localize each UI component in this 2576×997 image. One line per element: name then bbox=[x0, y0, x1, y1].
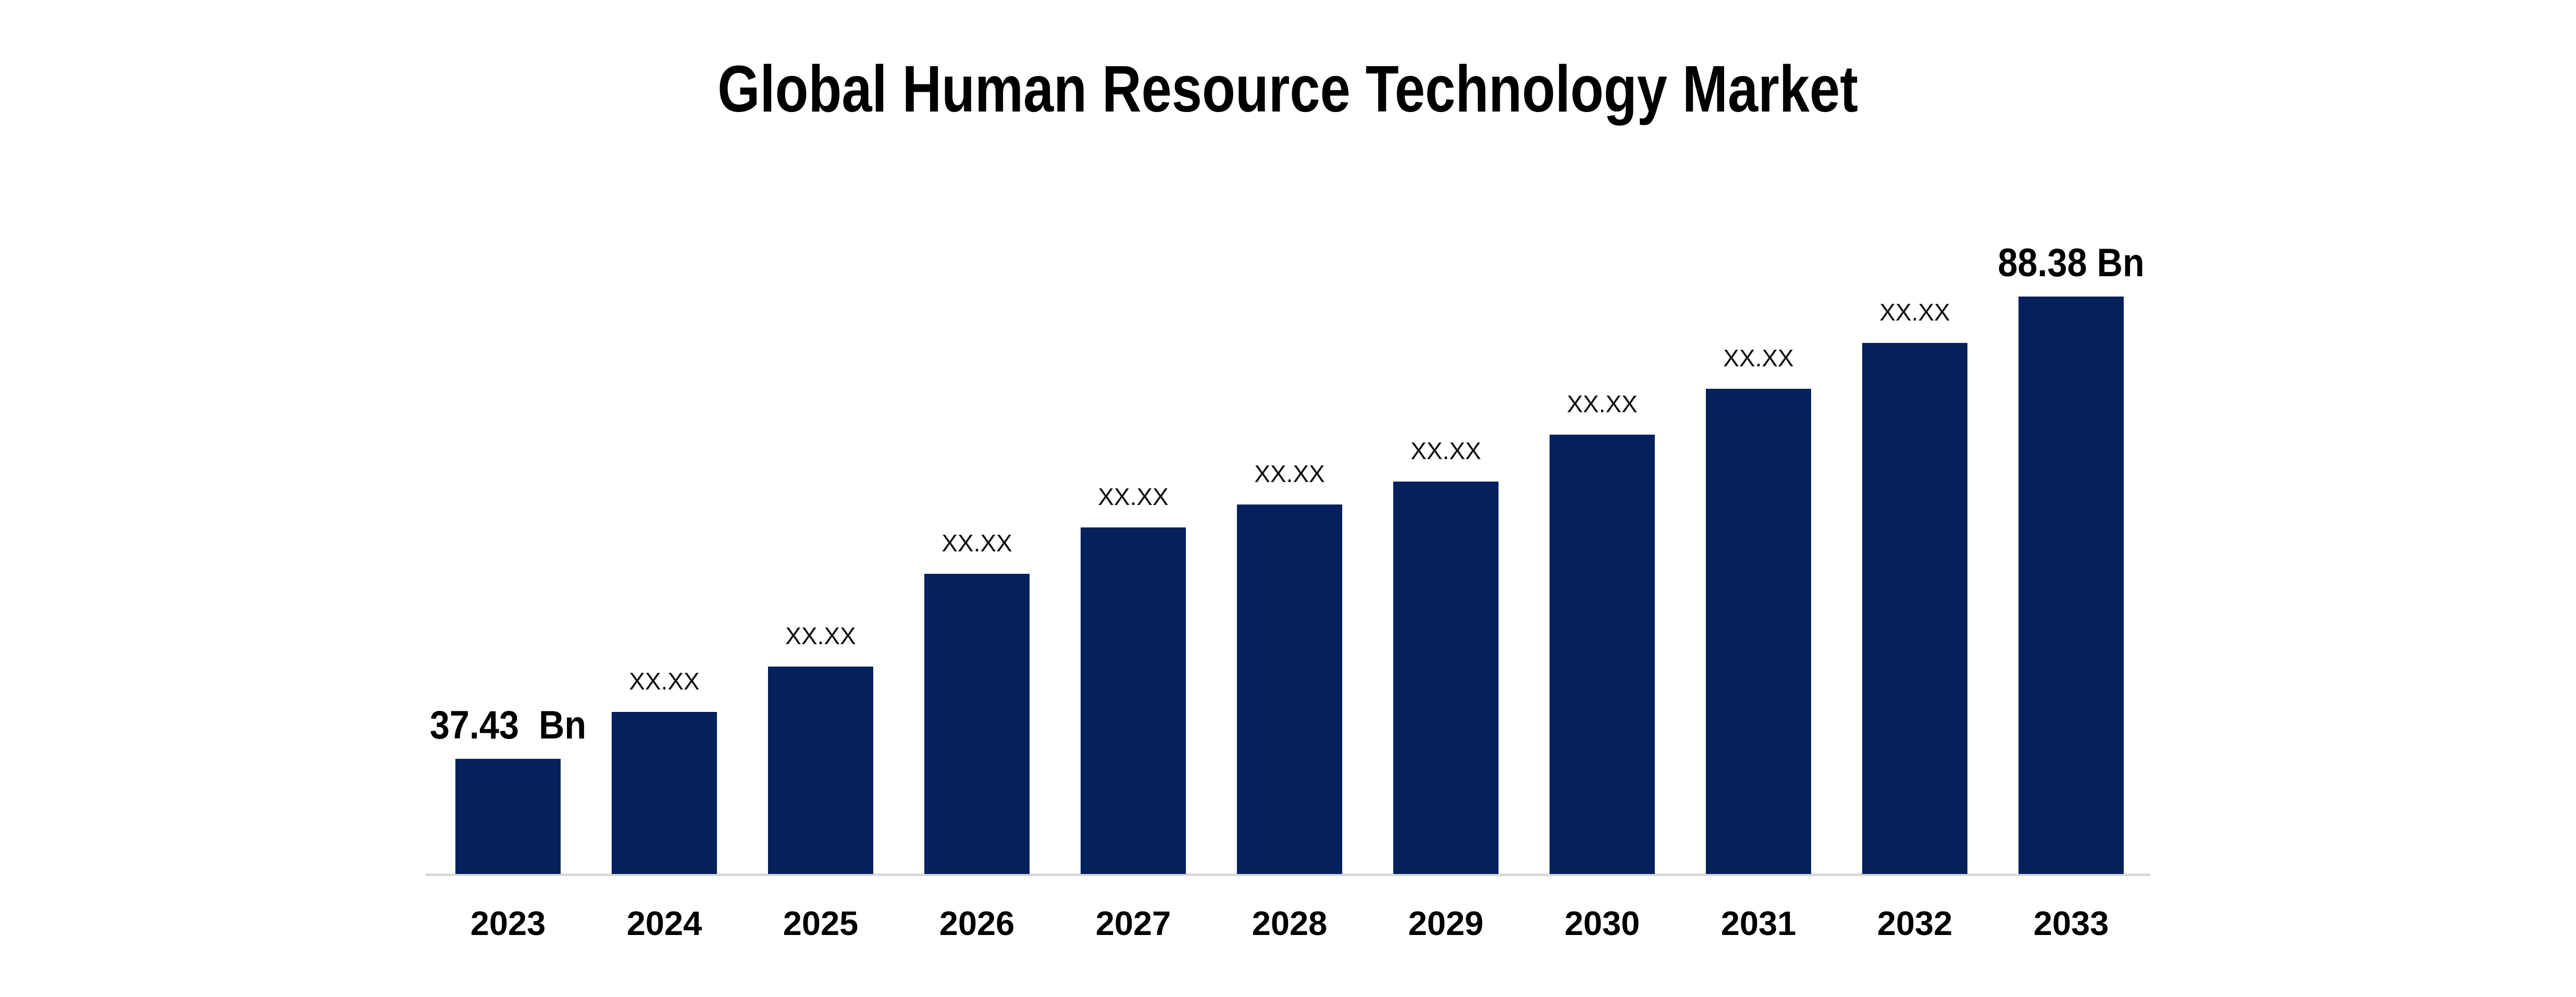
bar-2024 bbox=[612, 712, 717, 874]
x-axis-tick-label-2029: 2029 bbox=[1408, 904, 1484, 942]
bar-2033 bbox=[2018, 297, 2124, 874]
bar-value-label-2023: 37.43 Bn bbox=[429, 703, 587, 747]
x-axis-tick-label-2027: 2027 bbox=[1095, 904, 1171, 942]
bar-2028 bbox=[1237, 504, 1342, 874]
bar-value-label-2032: XX.XX bbox=[1879, 299, 1950, 326]
x-axis-tick-label-2026: 2026 bbox=[939, 904, 1015, 942]
bar-value-label-2026: XX.XX bbox=[942, 530, 1012, 557]
bar-value-label-2030: XX.XX bbox=[1567, 390, 1638, 417]
bar-2026 bbox=[924, 574, 1030, 874]
bar-2030 bbox=[1550, 435, 1655, 874]
x-axis-tick-label-2033: 2033 bbox=[2033, 904, 2109, 942]
x-axis-tick-label-2032: 2032 bbox=[1877, 904, 1953, 942]
bar-value-label-2028: XX.XX bbox=[1254, 460, 1325, 487]
bar-2025 bbox=[768, 667, 873, 874]
bar-value-label-2033: 88.38 Bn bbox=[1998, 241, 2145, 285]
bar-value-label-2029: XX.XX bbox=[1410, 437, 1481, 464]
bar-value-label-2024: XX.XX bbox=[629, 668, 700, 695]
bar-2023 bbox=[455, 759, 561, 874]
x-axis-tick-label-2031: 2031 bbox=[1720, 904, 1797, 942]
bar-value-label-2025: XX.XX bbox=[785, 622, 856, 649]
x-axis-line bbox=[425, 873, 2150, 876]
x-axis-tick-label-2025: 2025 bbox=[783, 904, 859, 942]
x-axis-tick-label-2030: 2030 bbox=[1564, 904, 1640, 942]
chart-title-text: Global Human Resource Technology Market bbox=[717, 52, 1859, 126]
x-axis-tick-label-2024: 2024 bbox=[626, 904, 702, 942]
bar-2031 bbox=[1706, 389, 1811, 874]
bar-value-label-2031: XX.XX bbox=[1723, 344, 1794, 372]
x-axis-tick-label-2028: 2028 bbox=[1252, 904, 1328, 942]
bar-2029 bbox=[1393, 482, 1498, 874]
x-axis-tick-label-2023: 2023 bbox=[470, 904, 546, 942]
bar-2032 bbox=[1862, 343, 1967, 874]
bar-value-label-2027: XX.XX bbox=[1098, 483, 1169, 510]
chart-title: Global Human Resource Technology Market bbox=[0, 56, 2576, 122]
bar-2027 bbox=[1081, 527, 1186, 874]
